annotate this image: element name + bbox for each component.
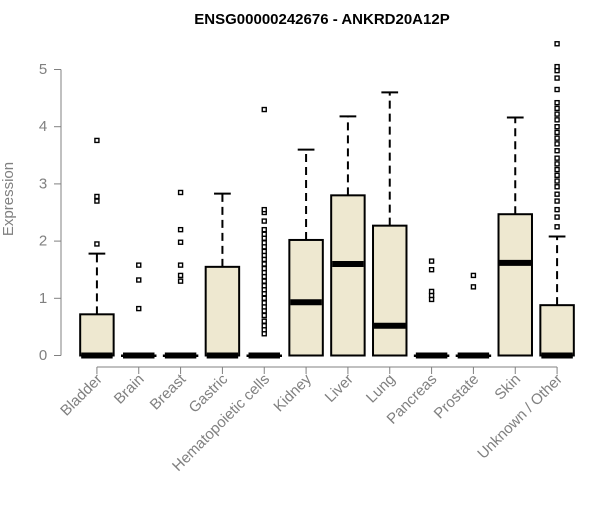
outlier-point (261, 318, 267, 324)
outlier-point (177, 226, 184, 233)
outlier-point (261, 278, 267, 284)
outlier-point (554, 63, 560, 70)
y-tick-label: 5 (39, 61, 47, 78)
box-kidney (288, 148, 324, 357)
box-body (204, 265, 241, 357)
x-tick-label: Kidney (270, 370, 315, 415)
x-tick-label: Lung (363, 371, 399, 407)
outlier-point (261, 106, 267, 113)
outlier-point (554, 178, 560, 184)
outlier-point (261, 265, 267, 272)
axes: 0 1 2 3 4 5 (39, 61, 558, 374)
outlier-point (261, 226, 267, 233)
outlier-point (554, 214, 560, 220)
box-body (372, 224, 408, 357)
outlier-point (554, 155, 560, 161)
y-tick-label: 3 (39, 175, 47, 192)
outlier-point (554, 86, 560, 93)
x-tick-label: Skin (491, 371, 524, 404)
outlier-point (470, 272, 477, 279)
outlier-point (554, 184, 560, 190)
box-unknown-other (539, 41, 575, 359)
outlier-point (177, 278, 184, 284)
outlier-point (177, 272, 184, 279)
box-lung (372, 91, 408, 357)
y-tick-label: 0 (39, 347, 47, 364)
outlier-point (554, 41, 560, 47)
boxes (79, 41, 575, 359)
outlier-point (261, 231, 267, 237)
y-tick-label: 2 (39, 233, 47, 250)
outlier-point (261, 261, 267, 267)
outlier-point (554, 224, 560, 230)
outlier-point (554, 166, 560, 173)
outlier-point (554, 75, 560, 81)
outlier-point (261, 206, 267, 213)
outlier-point (94, 241, 100, 247)
outlier-point (554, 161, 560, 167)
outlier-point (554, 198, 560, 204)
outlier-point (177, 189, 184, 196)
y-tick-label: 4 (39, 118, 47, 135)
outlier-point (428, 267, 435, 273)
box-hematopoietic-cells (246, 106, 282, 359)
box-skin (497, 116, 533, 357)
box-breast (162, 189, 199, 359)
outlier-point (94, 193, 100, 200)
outlier-point (177, 239, 184, 245)
y-tick-label: 1 (39, 290, 47, 307)
box-body (79, 313, 115, 357)
outlier-point (136, 277, 142, 283)
outlier-point (261, 248, 267, 255)
outlier-point (554, 111, 560, 117)
outlier-point (554, 105, 560, 112)
x-tick-label: Liver (322, 371, 357, 406)
x-tick-label: Breast (147, 370, 190, 413)
box-brain (121, 262, 157, 359)
outlier-point (261, 312, 267, 319)
x-tick-label: Bladder (57, 371, 106, 420)
outlier-point (261, 323, 267, 329)
box-prostate (455, 272, 492, 359)
outlier-point (428, 288, 435, 295)
outlier-point (554, 135, 560, 141)
box-gastric (204, 192, 241, 359)
outlier-point (177, 262, 184, 268)
outlier-point (94, 198, 100, 204)
outlier-point (554, 172, 560, 179)
outlier-point (554, 148, 560, 154)
outlier-point (136, 262, 142, 268)
outlier-point (261, 300, 267, 306)
outlier-point (428, 258, 435, 264)
y-axis-label: Expression (0, 162, 17, 236)
x-tick-label: Brain (111, 371, 148, 408)
outlier-point (94, 137, 100, 144)
outlier-point (470, 284, 477, 290)
box-body (497, 213, 533, 357)
outlier-point (554, 191, 560, 197)
box-pancreas (413, 258, 450, 359)
outlier-point (261, 283, 267, 289)
outlier-point (261, 240, 267, 246)
outlier-point (554, 129, 560, 136)
outlier-point (554, 141, 560, 147)
outlier-point (261, 218, 267, 224)
outlier-point (554, 123, 560, 130)
chart-title: ENSG00000242676 - ANKRD20A12P (194, 11, 449, 28)
x-tick-label: Prostate (431, 371, 483, 423)
outlier-point (261, 295, 267, 301)
box-body (288, 238, 324, 357)
box-liver (330, 115, 366, 357)
outlier-point (554, 117, 560, 123)
outlier-point (554, 206, 560, 213)
box-body (539, 304, 575, 357)
outlier-point (554, 99, 560, 106)
box-body (330, 194, 366, 357)
box-bladder (79, 137, 115, 359)
outlier-point (136, 305, 142, 312)
